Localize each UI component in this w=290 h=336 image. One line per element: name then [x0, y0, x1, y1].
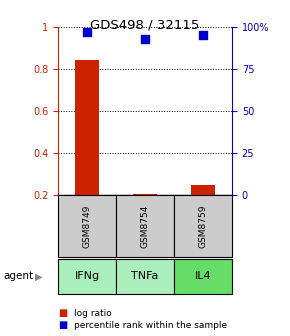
Text: percentile rank within the sample: percentile rank within the sample [74, 321, 227, 330]
Text: IFNg: IFNg [75, 271, 99, 281]
Bar [75, 60, 99, 195]
Text: GSM8759: GSM8759 [198, 204, 208, 248]
Text: GSM8754: GSM8754 [140, 204, 150, 248]
Text: IL4: IL4 [195, 271, 211, 281]
Text: ■: ■ [58, 320, 67, 330]
Text: ■: ■ [58, 308, 67, 319]
Text: ▶: ▶ [35, 271, 43, 281]
Point [85, 29, 89, 35]
Text: GSM8749: GSM8749 [82, 204, 92, 248]
Text: log ratio: log ratio [74, 309, 112, 318]
Bar [133, 194, 157, 195]
Text: TNFa: TNFa [131, 271, 159, 281]
Text: GDS498 / 32115: GDS498 / 32115 [90, 18, 200, 32]
Bar [191, 185, 215, 195]
Point [143, 36, 147, 41]
Point [201, 33, 205, 38]
Text: agent: agent [3, 271, 33, 281]
